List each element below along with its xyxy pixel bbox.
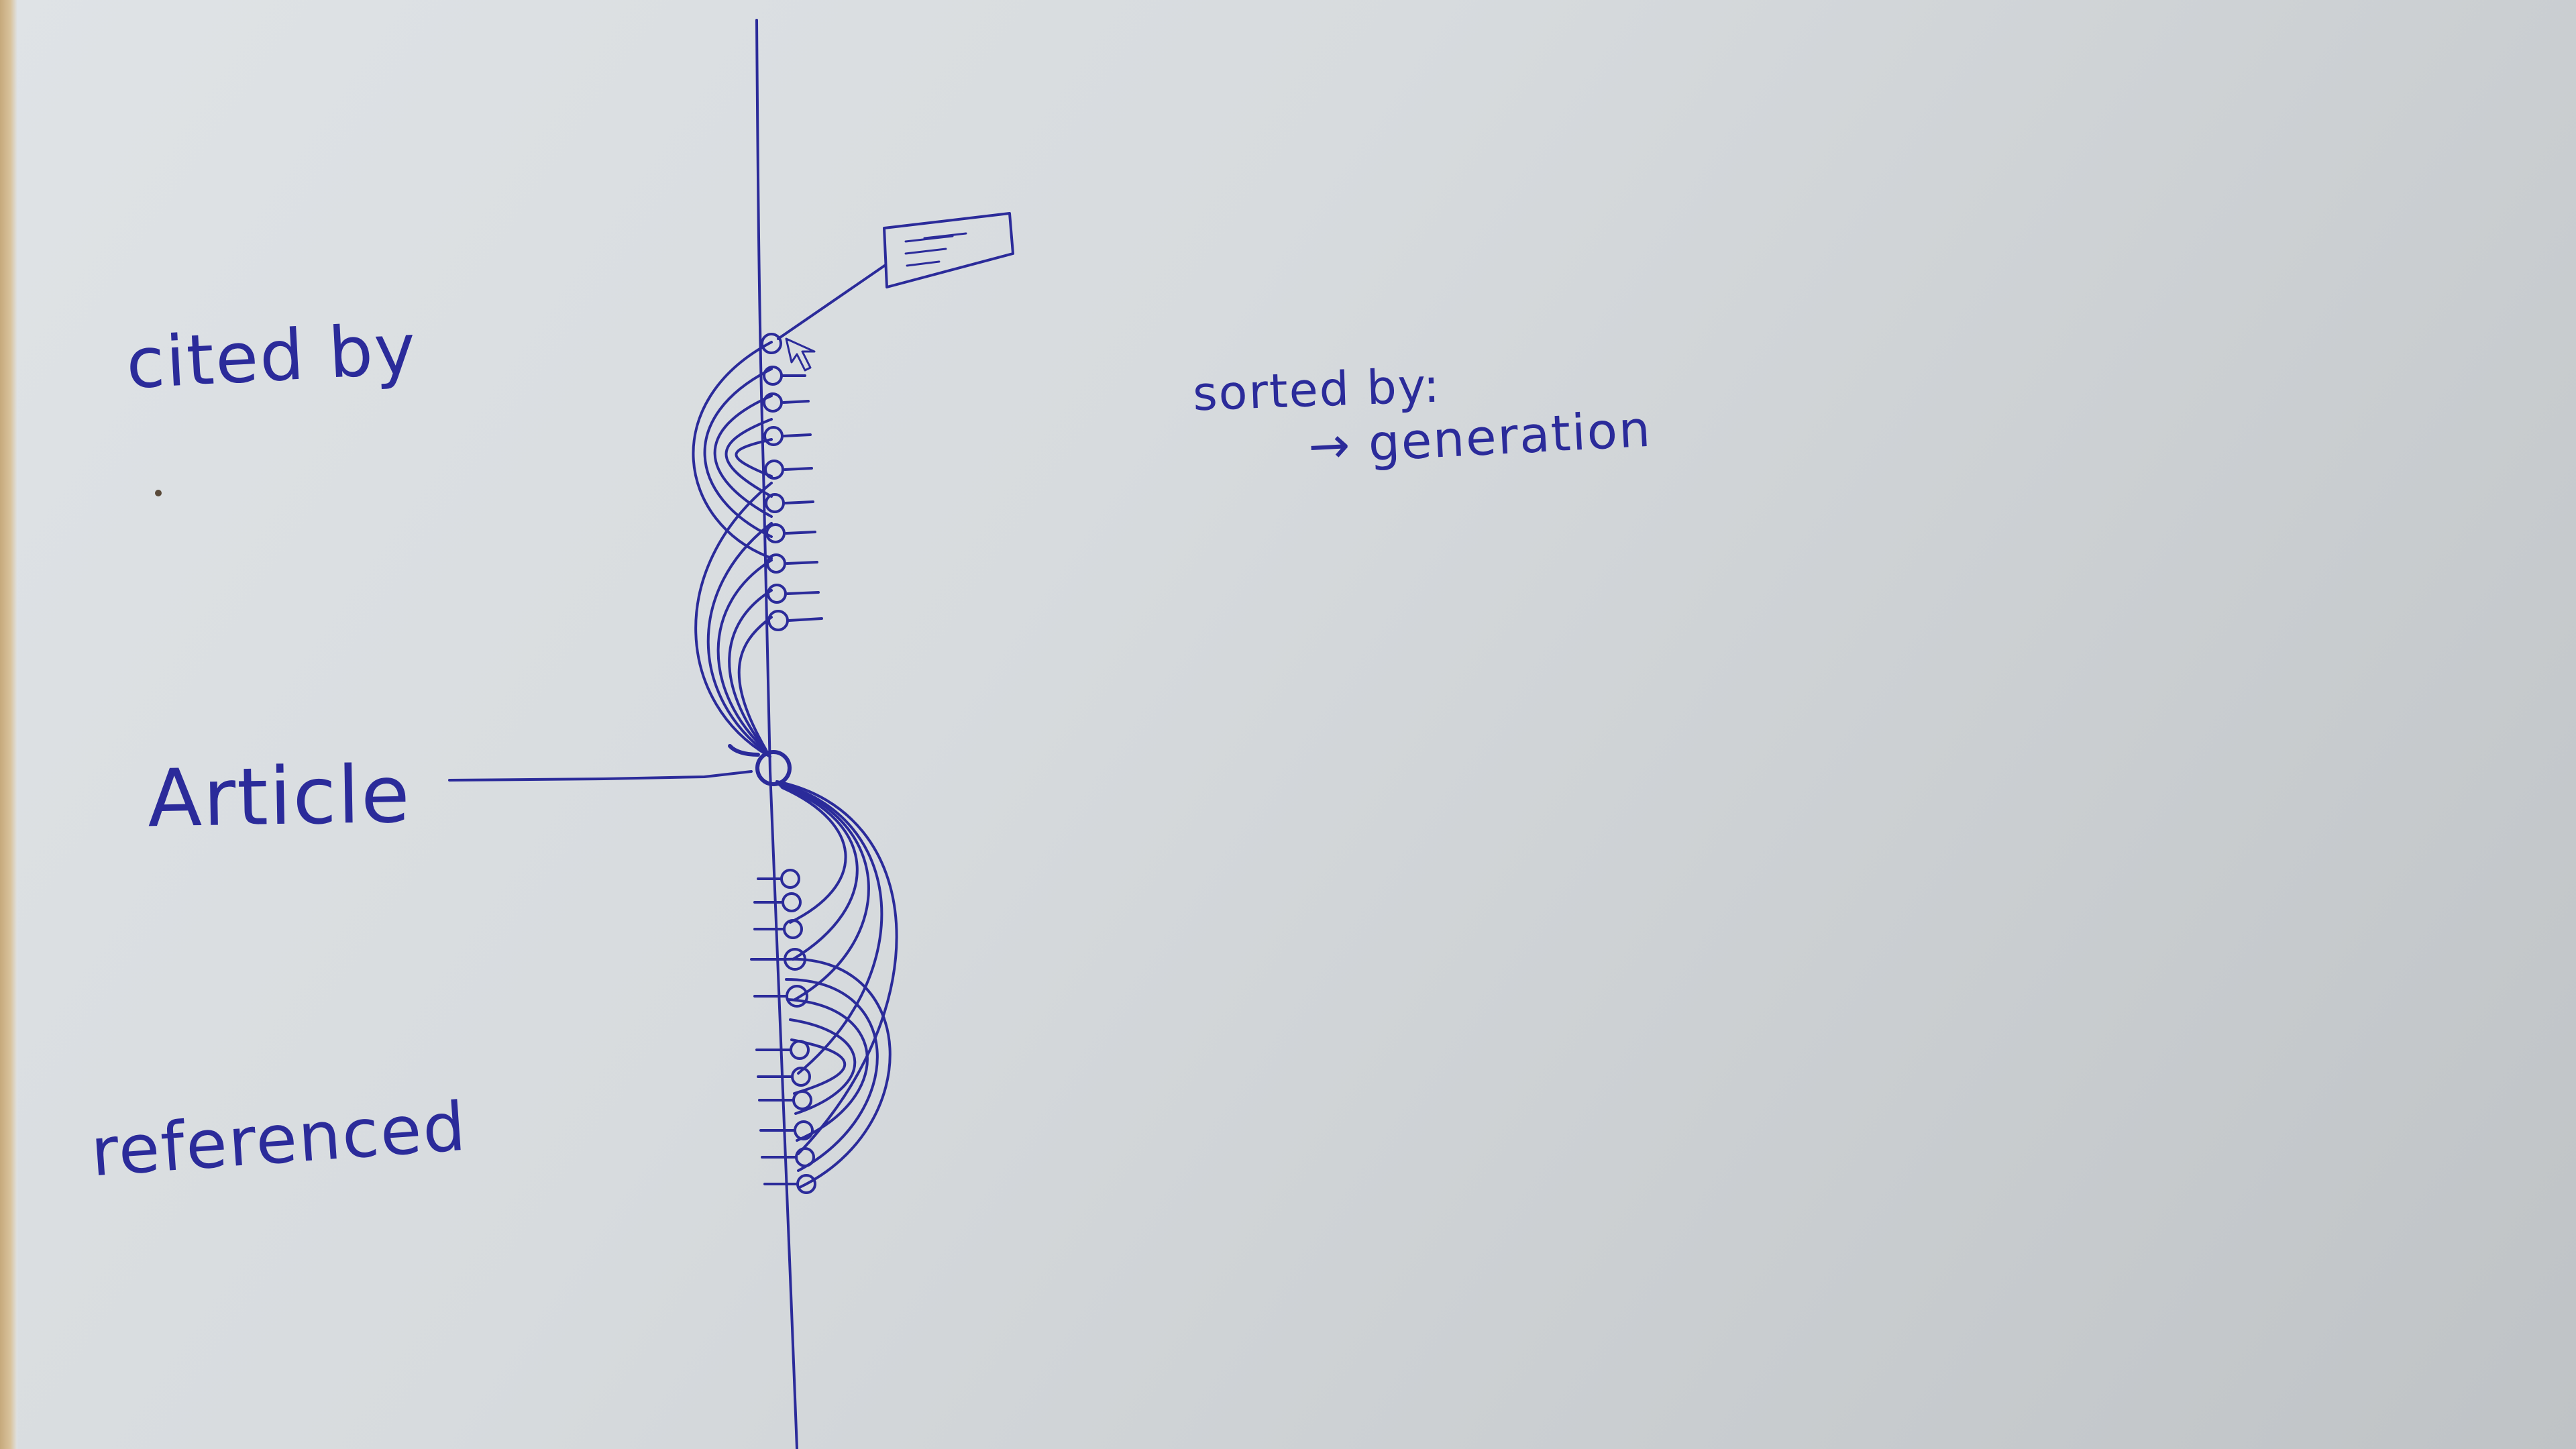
citing-arcs [692, 341, 773, 758]
referenced-node[interactable] [782, 892, 802, 912]
citing-node[interactable] [763, 392, 783, 413]
tooltip-leader-line [777, 264, 887, 340]
citing-node[interactable] [766, 553, 786, 574]
referenced-node[interactable] [786, 985, 808, 1008]
referenced-node[interactable] [790, 1040, 810, 1060]
citing-node[interactable] [763, 426, 784, 446]
citing-node[interactable] [767, 610, 789, 631]
citing-node[interactable] [767, 584, 787, 604]
article-pointer-line [448, 770, 753, 782]
article-node-mark [728, 744, 760, 757]
referenced-arcs [775, 780, 898, 1189]
referenced-node[interactable] [795, 1147, 815, 1167]
referenced-nodes [750, 869, 816, 1194]
arrow-cursor-icon [785, 337, 816, 372]
referenced-node[interactable] [783, 919, 803, 939]
referenced-node[interactable] [792, 1090, 812, 1110]
citing-node[interactable] [765, 523, 786, 543]
article-label: Article [146, 747, 412, 845]
desk-edge [0, 0, 17, 1449]
citing-node[interactable] [763, 366, 783, 386]
tooltip-card [883, 212, 1014, 288]
pen-dot [155, 490, 162, 496]
citing-node[interactable] [764, 460, 784, 480]
text-card-icon [904, 232, 967, 267]
citing-node[interactable] [761, 333, 782, 354]
article-node[interactable] [755, 750, 792, 786]
cited-by-label: cited by [124, 307, 419, 405]
referenced-node[interactable] [780, 869, 800, 889]
citing-nodes [761, 333, 823, 631]
sorted-by-label: sorted by: [1191, 358, 1442, 422]
timeline-axis [755, 19, 798, 1449]
citing-node[interactable] [765, 493, 785, 513]
